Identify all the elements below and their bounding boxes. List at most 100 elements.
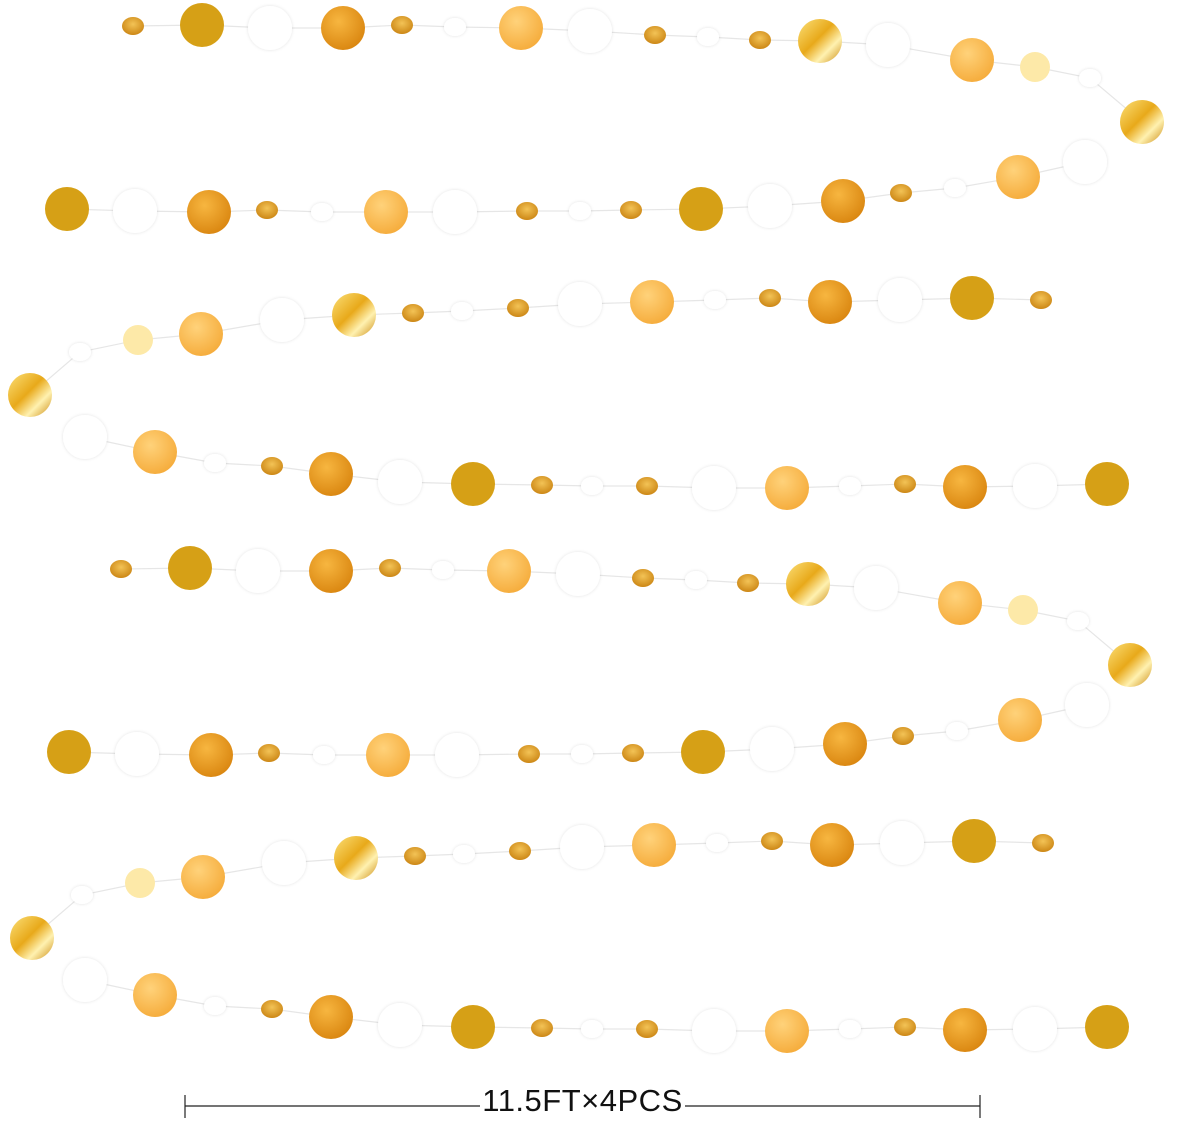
gold-paper-circle [187, 190, 231, 234]
gold-paper-circle [952, 819, 996, 863]
white-paper-circle [204, 996, 226, 1016]
gold-paper-circle [451, 462, 495, 506]
white-paper-circle [260, 298, 304, 342]
gold-paper-circle [516, 201, 538, 221]
white-paper-circle [556, 552, 600, 596]
gold-paper-circle [404, 846, 426, 866]
gold-paper-circle [1108, 643, 1152, 687]
gold-paper-circle [507, 298, 529, 318]
gold-paper-circle [632, 568, 654, 588]
gold-paper-circle [749, 30, 771, 50]
white-paper-circle [571, 744, 593, 764]
gold-paper-circle [518, 744, 540, 764]
white-paper-circle [946, 721, 968, 741]
gold-paper-circle [321, 6, 365, 50]
gold-paper-circle [123, 325, 153, 355]
gold-paper-circle [950, 38, 994, 82]
gold-paper-circle [499, 6, 543, 50]
gold-paper-circle [821, 179, 865, 223]
gold-paper-circle [1020, 52, 1050, 82]
white-paper-circle [944, 178, 966, 198]
white-paper-circle [697, 27, 719, 47]
white-paper-circle [1065, 683, 1109, 727]
white-paper-circle [313, 745, 335, 765]
white-paper-circle [115, 732, 159, 776]
white-paper-circle [63, 415, 107, 459]
gold-paper-circle [765, 1009, 809, 1053]
gold-paper-circle [110, 559, 132, 579]
white-paper-circle [748, 184, 792, 228]
white-paper-circle [1079, 68, 1101, 88]
gold-paper-circle [332, 293, 376, 337]
gold-paper-circle [189, 733, 233, 777]
white-paper-circle [433, 190, 477, 234]
white-paper-circle [706, 833, 728, 853]
gold-paper-circle [10, 916, 54, 960]
gold-paper-circle [810, 823, 854, 867]
gold-paper-circle [681, 730, 725, 774]
gold-paper-circle [451, 1005, 495, 1049]
white-paper-circle [1067, 611, 1089, 631]
dimension-label-container: 11.5FT×4PCS [0, 1083, 1165, 1119]
gold-paper-circle [943, 465, 987, 509]
white-paper-circle [451, 301, 473, 321]
white-paper-circle [378, 460, 422, 504]
gold-paper-circle [632, 823, 676, 867]
gold-paper-circle [261, 999, 283, 1019]
white-paper-circle [248, 6, 292, 50]
white-paper-circle [1013, 464, 1057, 508]
gold-paper-circle [1085, 462, 1129, 506]
gold-paper-circle [636, 476, 658, 496]
white-paper-circle [692, 466, 736, 510]
gold-paper-circle [761, 831, 783, 851]
gold-paper-circle [179, 312, 223, 356]
white-paper-circle [113, 189, 157, 233]
gold-paper-circle [45, 187, 89, 231]
gold-paper-circle [950, 276, 994, 320]
gold-paper-circle [309, 549, 353, 593]
white-paper-circle [692, 1009, 736, 1053]
gold-paper-circle [636, 1019, 658, 1039]
gold-paper-circle [531, 1018, 553, 1038]
white-paper-circle [854, 566, 898, 610]
gold-paper-circle [737, 573, 759, 593]
white-paper-circle [581, 476, 603, 496]
white-paper-circle [839, 1019, 861, 1039]
gold-paper-circle [1032, 833, 1054, 853]
gold-paper-circle [402, 303, 424, 323]
white-paper-circle [560, 825, 604, 869]
gold-paper-circle [892, 726, 914, 746]
gold-paper-circle [133, 430, 177, 474]
gold-paper-circle [996, 155, 1040, 199]
white-paper-circle [453, 844, 475, 864]
gold-paper-circle [487, 549, 531, 593]
gold-paper-circle [620, 200, 642, 220]
gold-paper-circle [122, 16, 144, 36]
gold-paper-circle [890, 183, 912, 203]
gold-paper-circle [622, 743, 644, 763]
white-paper-circle [839, 476, 861, 496]
white-paper-circle [69, 342, 91, 362]
gold-paper-circle [47, 730, 91, 774]
white-paper-circle [236, 549, 280, 593]
gold-paper-circle [679, 187, 723, 231]
gold-paper-circle [334, 836, 378, 880]
white-paper-circle [71, 885, 93, 905]
gold-paper-circle [938, 581, 982, 625]
gold-paper-circle [309, 452, 353, 496]
white-paper-circle [750, 727, 794, 771]
white-paper-circle [435, 733, 479, 777]
white-paper-circle [704, 290, 726, 310]
gold-paper-circle [181, 855, 225, 899]
white-paper-circle [444, 17, 466, 37]
gold-paper-circle [261, 456, 283, 476]
gold-paper-circle [309, 995, 353, 1039]
white-paper-circle [378, 1003, 422, 1047]
white-paper-circle [558, 282, 602, 326]
white-paper-circle [685, 570, 707, 590]
gold-paper-circle [125, 868, 155, 898]
white-paper-circle [311, 202, 333, 222]
gold-paper-circle [798, 19, 842, 63]
